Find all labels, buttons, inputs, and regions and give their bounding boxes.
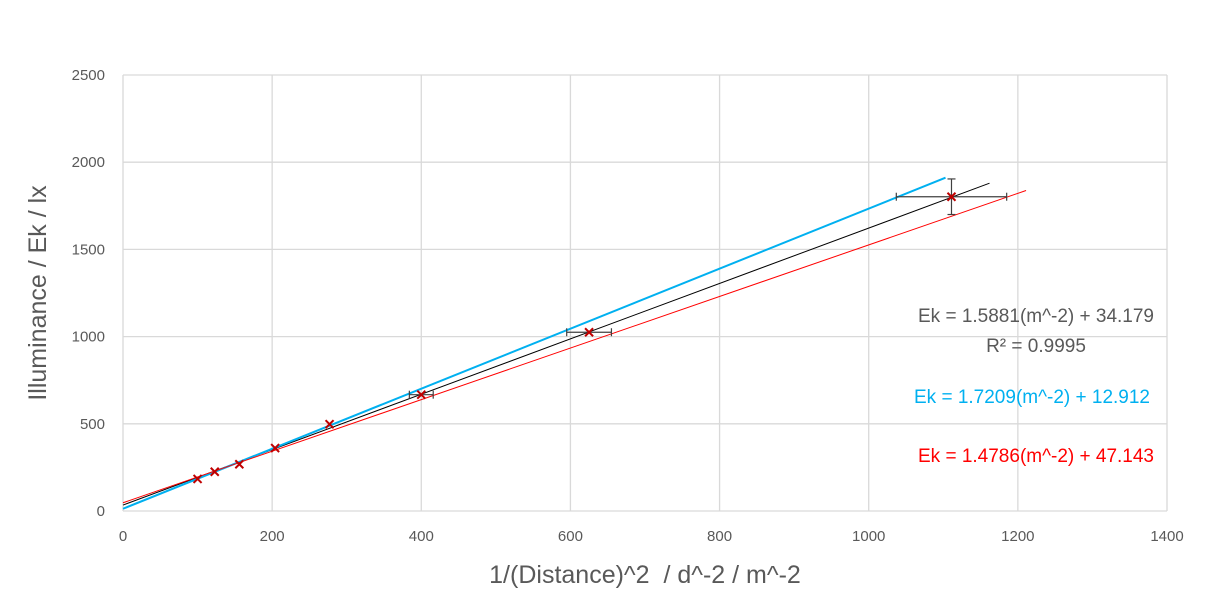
r-squared-black: R² = 0.9995	[986, 336, 1086, 357]
y-tick-label: 2500	[72, 67, 105, 84]
x-tick-labels: 0 200 400 600 800 1000 1200 1400	[119, 528, 1184, 545]
trendline-1	[122, 176, 946, 510]
equation-black: Ek = 1.5881(m^-2) + 34.179	[918, 306, 1154, 327]
data-point	[416, 389, 426, 400]
trendlines	[122, 176, 1027, 510]
x-tick-label: 1000	[852, 528, 885, 545]
data-points	[192, 192, 957, 484]
data-point	[584, 327, 594, 337]
x-tick-label: 200	[260, 528, 285, 545]
data-point-stroke	[210, 467, 220, 477]
gridlines	[122, 74, 1168, 512]
x-tick-label: 0	[119, 528, 127, 545]
data-point	[946, 192, 957, 202]
data-point-stroke	[234, 459, 245, 469]
data-point	[192, 474, 203, 484]
y-tick-label: 500	[80, 416, 105, 433]
equation-red: Ek = 1.4786(m^-2) + 47.143	[918, 446, 1154, 467]
y-tick-labels: 0 500 1000 1500 2000 2500	[72, 67, 105, 520]
data-point-stroke	[192, 474, 203, 484]
y-tick-label: 2000	[72, 154, 105, 171]
x-tick-label: 400	[409, 528, 434, 545]
data-point	[324, 419, 335, 429]
data-point	[234, 459, 245, 469]
y-axis-title: Illuminance / Ek / lx	[24, 185, 52, 401]
y-tick-label: 0	[97, 503, 105, 520]
y-tick-label: 1000	[72, 329, 105, 346]
equation-blue: Ek = 1.7209(m^-2) + 12.912	[914, 387, 1150, 408]
x-tick-label: 800	[707, 528, 732, 545]
y-tick-label: 1500	[72, 241, 105, 258]
x-tick-label: 1400	[1150, 528, 1183, 545]
data-point-stroke	[584, 327, 594, 337]
data-point-stroke	[416, 389, 426, 400]
data-point-stroke	[324, 419, 335, 429]
trendline-2	[122, 190, 1027, 504]
data-point-stroke	[946, 192, 957, 202]
x-tick-label: 600	[558, 528, 583, 545]
data-point-stroke	[270, 443, 280, 453]
x-axis-title: 1/(Distance)^2 / d^-2 / m^-2	[489, 561, 801, 589]
data-point	[270, 443, 280, 453]
x-tick-label: 1200	[1001, 528, 1034, 545]
data-point	[210, 467, 220, 477]
